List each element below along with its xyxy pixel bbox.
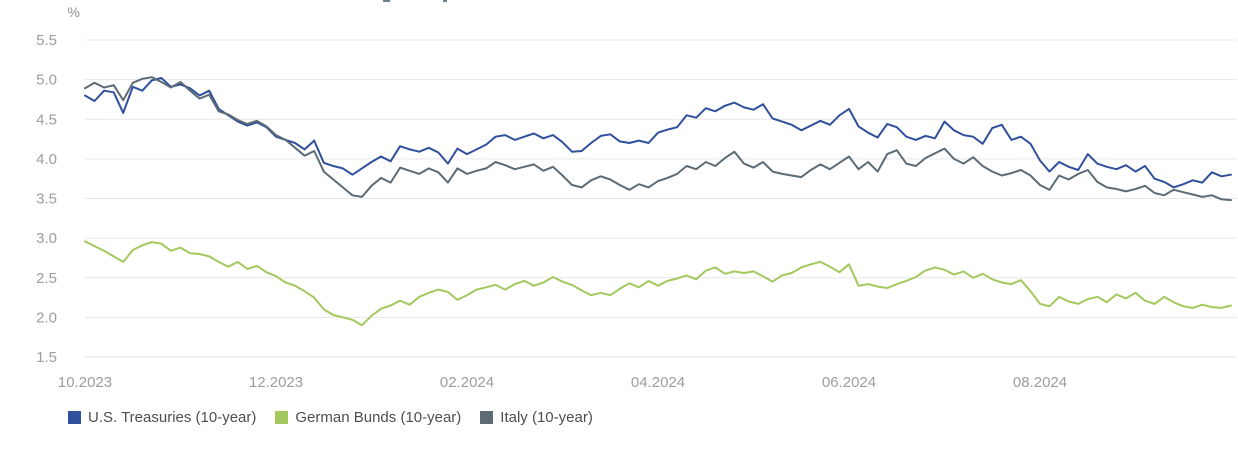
chart-svg: 5.5 5.0 4.5 4.0 3.5 3.0 2.5 2.0 1.510.2023 12.202… bbox=[36, 32, 1237, 391]
x-tick-label: 02.2024 bbox=[440, 374, 494, 391]
chart-legend: U.S. Treasuries (10-year) German Bunds (… bbox=[68, 409, 593, 426]
legend-label-italy: Italy (10-year) bbox=[500, 409, 593, 426]
legend-swatch-us-treasuries bbox=[68, 411, 81, 424]
y-tick-label: 2.0 bbox=[36, 309, 57, 326]
series-line-italy-10-year bbox=[84, 76, 1232, 202]
cropped-title-remnant bbox=[383, 0, 390, 2]
x-tick-label: 06.2024 bbox=[822, 374, 876, 391]
x-tick-label: 12.2023 bbox=[249, 374, 303, 391]
cropped-title-remnant bbox=[443, 0, 447, 2]
x-tick-label: 10.2023 bbox=[58, 374, 112, 391]
y-tick-label: 3.5 bbox=[36, 191, 57, 208]
y-axis-unit-label: % bbox=[67, 4, 80, 20]
legend-item-us-treasuries: U.S. Treasuries (10-year) bbox=[68, 409, 256, 426]
legend-item-italy: Italy (10-year) bbox=[480, 409, 593, 426]
y-tick-label: 4.5 bbox=[36, 111, 57, 128]
legend-label-us-treasuries: U.S. Treasuries (10-year) bbox=[88, 409, 257, 426]
y-tick-label: 4.0 bbox=[36, 151, 57, 168]
x-tick-label: 08.2024 bbox=[1013, 374, 1067, 391]
y-tick-label: 1.5 bbox=[36, 349, 57, 366]
y-tick-label: 5.0 bbox=[36, 72, 57, 89]
legend-label-german-bunds: German Bunds (10-year) bbox=[295, 409, 462, 426]
series-line-u-s-treasuries-10-year bbox=[84, 77, 1232, 189]
y-tick-label: 5.5 bbox=[36, 32, 57, 49]
legend-swatch-italy bbox=[480, 411, 494, 424]
legend-swatch-german-bunds bbox=[275, 411, 289, 424]
y-tick-label: 3.0 bbox=[36, 230, 57, 247]
x-tick-label: 04.2024 bbox=[631, 374, 685, 391]
legend-item-german-bunds: German Bunds (10-year) bbox=[275, 409, 461, 426]
y-tick-label: 2.5 bbox=[36, 270, 57, 287]
series-line-german-bunds-10-year bbox=[84, 240, 1232, 327]
